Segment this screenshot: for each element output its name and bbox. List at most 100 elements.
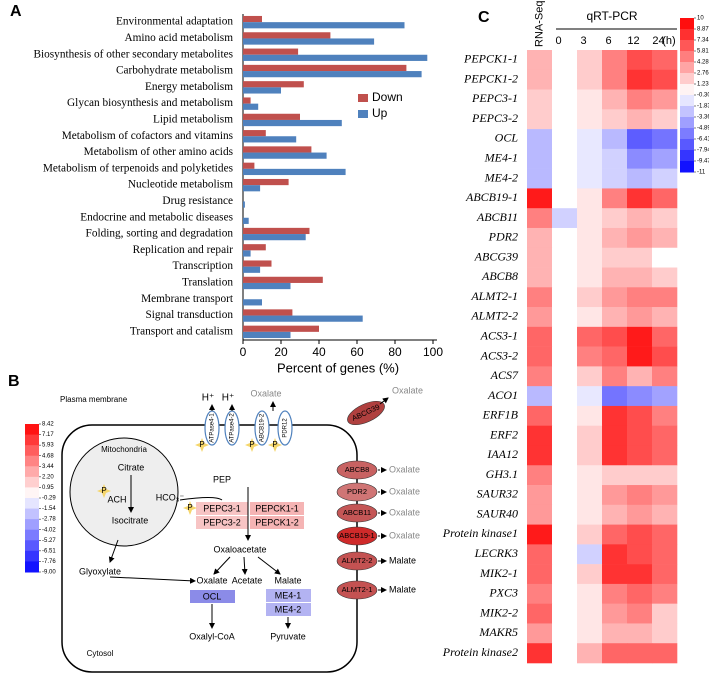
heatmap-cell bbox=[527, 386, 553, 407]
heatmap-cell bbox=[577, 643, 603, 664]
heatmap-cell bbox=[527, 603, 553, 624]
heatmap-cell bbox=[527, 50, 553, 71]
colorbar-block bbox=[680, 18, 694, 30]
category-label: Membrane transport bbox=[141, 293, 234, 305]
colorbar-block bbox=[680, 40, 694, 52]
category-label: Carbohydrate metabolism bbox=[116, 65, 233, 77]
arrow bbox=[379, 397, 389, 405]
heatmap-cell bbox=[527, 227, 553, 249]
colorbar-label: -1.83 bbox=[697, 104, 709, 110]
colorbar-block bbox=[25, 424, 39, 436]
heatmap-cell bbox=[577, 425, 603, 446]
heatmap-cell bbox=[577, 227, 603, 249]
heatmap-cell bbox=[602, 643, 628, 664]
row-label: ALMT2-1 bbox=[470, 289, 518, 303]
colorbar-label: 10 bbox=[697, 16, 704, 22]
heatmap-cell bbox=[652, 643, 678, 664]
colorbar-block bbox=[25, 529, 39, 541]
column-label: 6 bbox=[605, 35, 611, 47]
legend-swatch bbox=[358, 110, 368, 118]
heatmap-cell bbox=[627, 524, 653, 545]
heatmap-cell bbox=[552, 307, 578, 328]
phospho-label: P bbox=[101, 486, 106, 495]
heatmap-cell bbox=[552, 188, 578, 209]
heatmap-cell bbox=[527, 583, 553, 604]
heatmap-cell bbox=[627, 247, 653, 268]
heatmap-cell bbox=[527, 405, 553, 427]
heatmap-cell bbox=[652, 148, 678, 169]
colorbar-label: -4.89 bbox=[697, 126, 709, 132]
x-tick-label: 20 bbox=[274, 345, 288, 359]
label: HCO₃⁻ bbox=[156, 492, 185, 502]
heatmap-cell bbox=[627, 405, 653, 427]
colorbar-block bbox=[25, 466, 39, 478]
category-label: Glycan biosynthesis and metabolism bbox=[67, 97, 233, 109]
transporter-label: ABCB19-1 bbox=[339, 531, 374, 540]
colorbar-label: -9.00 bbox=[42, 570, 56, 576]
x-tick-label: 60 bbox=[350, 345, 364, 359]
heatmap-cell bbox=[527, 504, 553, 525]
label: Malate bbox=[274, 575, 301, 585]
enzyme-box bbox=[190, 590, 235, 603]
heatmap-cell bbox=[627, 504, 653, 525]
row-label: ERF2 bbox=[489, 427, 518, 441]
heatmap-cell bbox=[527, 188, 553, 209]
heatmap-cell bbox=[602, 485, 628, 506]
heatmap-cell bbox=[552, 603, 578, 624]
colorbar-label: 4.68 bbox=[42, 453, 54, 459]
bar bbox=[243, 299, 262, 306]
transporter bbox=[336, 580, 378, 600]
bar bbox=[243, 234, 306, 241]
heatmap-cell bbox=[627, 544, 653, 565]
heatmap-cell bbox=[552, 425, 578, 446]
colorbar-label: -3.36 bbox=[697, 115, 709, 121]
heatmap-cell bbox=[652, 485, 678, 506]
heatmap-cell bbox=[577, 326, 603, 347]
colorbar-label: -0.30 bbox=[697, 93, 709, 99]
substrate: Oxalate bbox=[389, 530, 420, 540]
label: Oxalyl-CoA bbox=[189, 631, 235, 641]
transporter-label: ABCB8 bbox=[345, 465, 370, 474]
heatmap-cell bbox=[652, 267, 678, 288]
heatmap-cell bbox=[527, 287, 553, 308]
enzyme-box bbox=[196, 502, 248, 515]
label: Isocitrate bbox=[112, 515, 149, 525]
heatmap-cell bbox=[552, 544, 578, 565]
heatmap-cell bbox=[552, 643, 578, 664]
arrow bbox=[108, 539, 119, 563]
row-label: ABCB11 bbox=[476, 210, 518, 224]
heatmap-cell bbox=[577, 405, 603, 427]
heatmap-cell bbox=[602, 465, 628, 486]
heatmap-cell bbox=[602, 247, 628, 268]
heatmap-cell bbox=[602, 564, 628, 585]
membrane-label: Plasma membrane bbox=[60, 395, 128, 404]
label: Cytosol bbox=[87, 649, 114, 658]
pathway-diagram: Plasma membrane Mitochondria Citrate ACH… bbox=[60, 385, 423, 673]
heatmap-cell bbox=[602, 366, 628, 387]
column-unit: (h) bbox=[662, 35, 675, 47]
panel-label: A bbox=[10, 3, 22, 20]
heatmap-cell bbox=[627, 89, 653, 110]
heatmap-cell bbox=[602, 168, 628, 189]
category-label: Folding, sorting and degradation bbox=[86, 228, 234, 240]
colorbar-block bbox=[25, 455, 39, 467]
row-label: ACS7 bbox=[490, 368, 519, 382]
heatmap-cell bbox=[552, 405, 578, 427]
heatmap-cell bbox=[652, 524, 678, 545]
heatmap-cell bbox=[627, 267, 653, 288]
bar bbox=[243, 15, 262, 23]
enzyme-box bbox=[266, 589, 311, 602]
colorbar-block bbox=[680, 128, 694, 140]
phospho-star bbox=[97, 484, 111, 498]
heatmap-cell bbox=[552, 326, 578, 347]
heatmap-cell bbox=[577, 445, 603, 466]
enzyme: PEPCK1-1 bbox=[255, 503, 299, 513]
bar bbox=[243, 81, 304, 88]
heatmap-cell bbox=[652, 346, 678, 367]
heatmap-cell bbox=[552, 465, 578, 486]
x-tick-label: 80 bbox=[388, 345, 402, 359]
heatmap-cell bbox=[527, 445, 553, 466]
colorbar-block bbox=[680, 84, 694, 96]
row-label: ABCB8 bbox=[481, 269, 518, 283]
category-label: Drug resistance bbox=[162, 195, 233, 207]
